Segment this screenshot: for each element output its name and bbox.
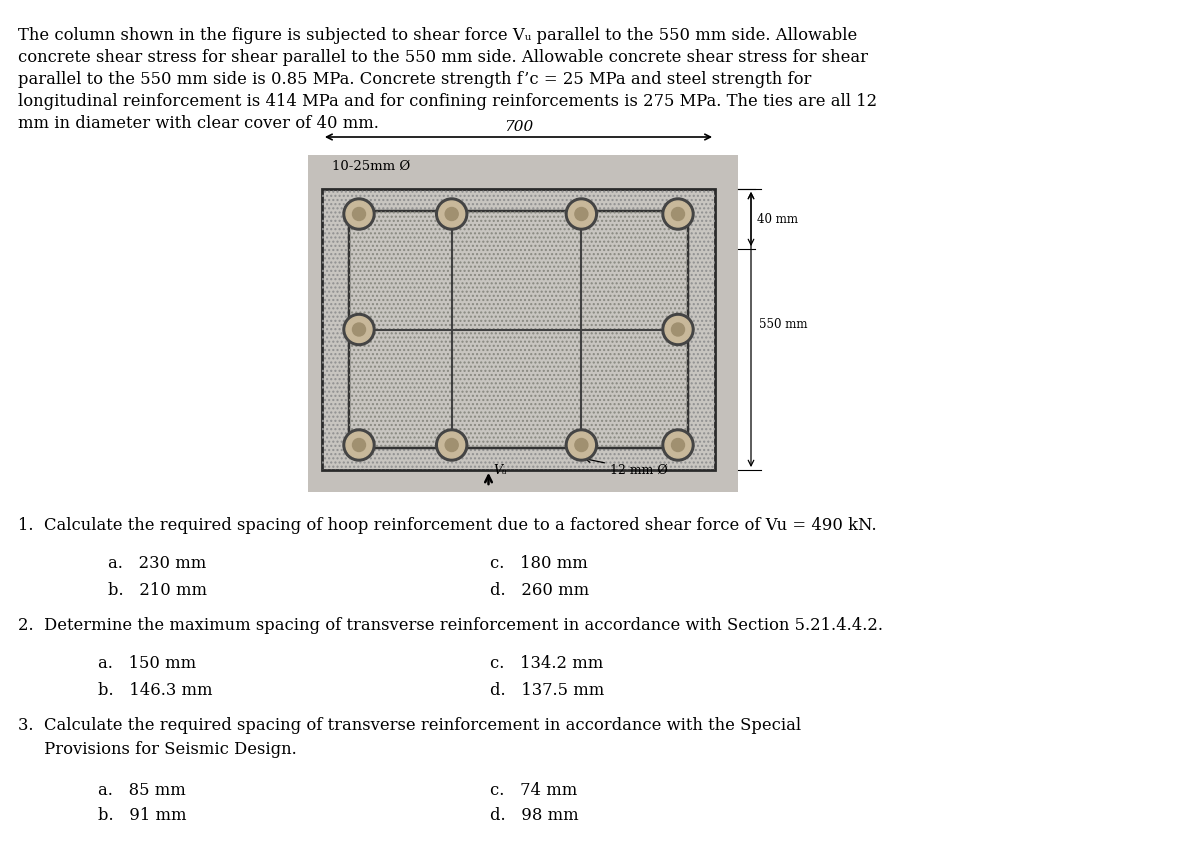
- Circle shape: [346, 432, 372, 458]
- Text: a.   230 mm: a. 230 mm: [108, 555, 206, 572]
- Text: c.   134.2 mm: c. 134.2 mm: [490, 655, 604, 672]
- Circle shape: [672, 323, 684, 336]
- Circle shape: [662, 313, 694, 346]
- Circle shape: [439, 432, 464, 458]
- Text: mm in diameter with clear cover of 40 mm.: mm in diameter with clear cover of 40 mm…: [18, 115, 379, 132]
- Circle shape: [565, 198, 598, 230]
- Text: Provisions for Seismic Design.: Provisions for Seismic Design.: [18, 741, 296, 758]
- Text: 1.  Calculate the required spacing of hoop reinforcement due to a factored shear: 1. Calculate the required spacing of hoo…: [18, 517, 877, 534]
- Text: 40 mm: 40 mm: [757, 213, 798, 225]
- Circle shape: [445, 208, 458, 220]
- Circle shape: [665, 317, 691, 342]
- Circle shape: [672, 208, 684, 220]
- Text: longitudinal reinforcement is 414 MPa and for confining reinforcements is 275 MP: longitudinal reinforcement is 414 MPa an…: [18, 93, 877, 110]
- Circle shape: [565, 429, 598, 461]
- Text: d.   98 mm: d. 98 mm: [490, 807, 578, 824]
- Text: Vᵤ: Vᵤ: [493, 464, 508, 477]
- Circle shape: [665, 201, 691, 227]
- Circle shape: [436, 429, 468, 461]
- Text: b.   91 mm: b. 91 mm: [98, 807, 186, 824]
- Text: b.   210 mm: b. 210 mm: [108, 582, 208, 599]
- Circle shape: [436, 198, 468, 230]
- Text: The column shown in the figure is subjected to shear force Vᵤ parallel to the 55: The column shown in the figure is subjec…: [18, 27, 857, 44]
- Circle shape: [665, 432, 691, 458]
- Bar: [308, 155, 738, 492]
- Circle shape: [575, 208, 588, 220]
- Circle shape: [343, 313, 374, 346]
- Circle shape: [353, 323, 366, 336]
- Text: c.   74 mm: c. 74 mm: [490, 782, 577, 799]
- Bar: [322, 189, 715, 470]
- Text: 10-25mm Ø: 10-25mm Ø: [332, 160, 410, 173]
- Text: concrete shear stress for shear parallel to the 550 mm side. Allowable concrete : concrete shear stress for shear parallel…: [18, 49, 868, 66]
- Circle shape: [439, 201, 464, 227]
- Circle shape: [569, 201, 594, 227]
- Text: 3.  Calculate the required spacing of transverse reinforcement in accordance wit: 3. Calculate the required spacing of tra…: [18, 717, 802, 734]
- Circle shape: [353, 439, 366, 451]
- FancyBboxPatch shape: [349, 211, 688, 448]
- Text: a.   150 mm: a. 150 mm: [98, 655, 196, 672]
- Text: parallel to the 550 mm side is 0.85 MPa. Concrete strength f’c = 25 MPa and stee: parallel to the 550 mm side is 0.85 MPa.…: [18, 71, 811, 88]
- Circle shape: [575, 439, 588, 451]
- Text: b.   146.3 mm: b. 146.3 mm: [98, 682, 212, 699]
- Circle shape: [569, 432, 594, 458]
- Circle shape: [343, 429, 374, 461]
- Circle shape: [662, 198, 694, 230]
- Text: 550 mm: 550 mm: [760, 318, 808, 331]
- Text: a.   85 mm: a. 85 mm: [98, 782, 186, 799]
- Text: d.   137.5 mm: d. 137.5 mm: [490, 682, 605, 699]
- Text: d.   260 mm: d. 260 mm: [490, 582, 589, 599]
- Circle shape: [346, 317, 372, 342]
- Circle shape: [662, 429, 694, 461]
- Text: c.   180 mm: c. 180 mm: [490, 555, 588, 572]
- Bar: [322, 189, 715, 470]
- Circle shape: [346, 201, 372, 227]
- Circle shape: [672, 439, 684, 451]
- Circle shape: [445, 439, 458, 451]
- Text: 2.  Determine the maximum spacing of transverse reinforcement in accordance with: 2. Determine the maximum spacing of tran…: [18, 617, 883, 634]
- Circle shape: [343, 198, 374, 230]
- Text: 12 mm Ø: 12 mm Ø: [586, 457, 667, 477]
- Circle shape: [353, 208, 366, 220]
- Text: 700: 700: [504, 120, 533, 134]
